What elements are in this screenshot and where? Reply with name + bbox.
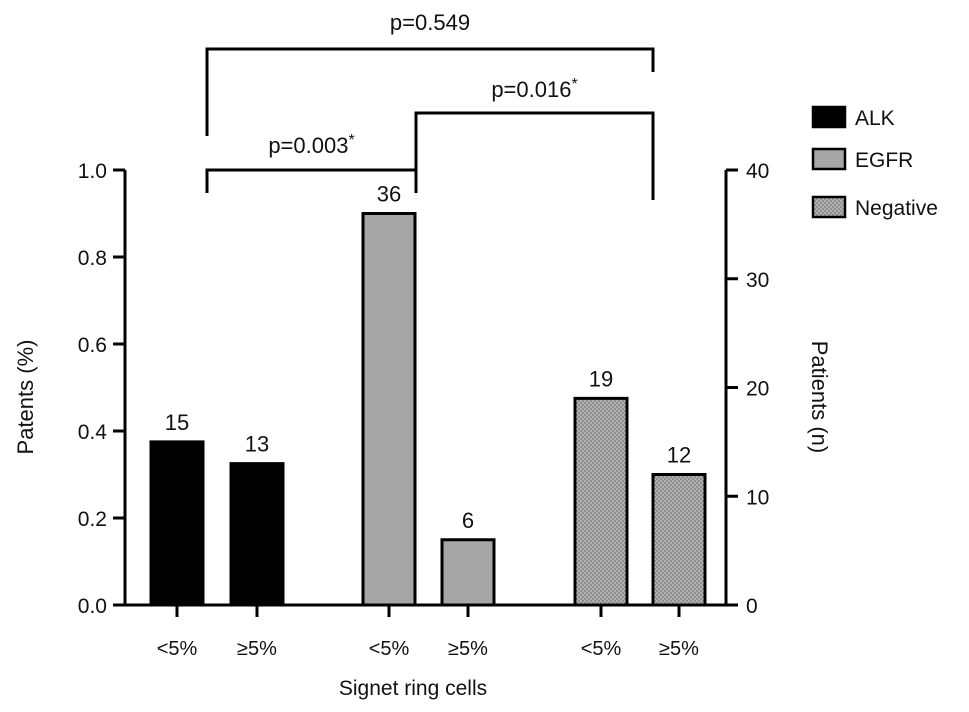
bar-value-label: 19 bbox=[589, 366, 613, 391]
category-label: ≥5% bbox=[659, 638, 699, 660]
right-y-tick-label: 20 bbox=[746, 378, 769, 401]
bar-value-label: 15 bbox=[165, 410, 189, 435]
legend-swatch-egfr bbox=[811, 147, 847, 171]
significance-asterisk: * bbox=[571, 76, 577, 93]
left-y-tick-label: 0.8 bbox=[78, 247, 107, 270]
right-y-tick-label: 30 bbox=[746, 269, 769, 292]
legend-swatch-negative bbox=[811, 195, 847, 219]
right-y-tick-label: 10 bbox=[746, 486, 769, 509]
x-axis-title: Signet ring cells bbox=[339, 677, 487, 700]
category-label: <5% bbox=[581, 638, 622, 660]
left-y-axis-title: Patents (%) bbox=[13, 340, 38, 455]
category-label: ≥5% bbox=[448, 638, 488, 660]
legend-label-negative: Negative bbox=[855, 197, 938, 220]
right-y-tick-label: 40 bbox=[746, 160, 769, 183]
left-y-tick-label: 0.2 bbox=[78, 508, 107, 531]
p-value-label: p=0.003* bbox=[268, 132, 354, 158]
bar-negative-lt5 bbox=[573, 396, 629, 607]
left-y-tick-label: 0.0 bbox=[78, 595, 107, 618]
significance-bracket bbox=[205, 47, 655, 136]
left-y-tick-label: 0.4 bbox=[78, 421, 108, 444]
legend-swatch-alk bbox=[811, 105, 847, 129]
category-label: ≥5% bbox=[237, 638, 277, 660]
right-y-tick-label: 0 bbox=[746, 595, 758, 618]
bar-value-label: 6 bbox=[462, 508, 474, 533]
bar-value-label: 13 bbox=[245, 432, 269, 457]
p-value-label: p=0.016* bbox=[491, 76, 577, 102]
category-label: <5% bbox=[157, 638, 198, 660]
bar-negative-ge5 bbox=[651, 473, 707, 607]
legend: ALK EGFR Negative bbox=[811, 105, 938, 220]
significance-bracket bbox=[414, 111, 655, 200]
left-y-tick-label: 0.6 bbox=[78, 334, 107, 357]
right-y-axis-title: Patients (n) bbox=[807, 341, 832, 454]
bar-value-label: 12 bbox=[667, 443, 691, 468]
bar-alk-lt5 bbox=[149, 440, 205, 607]
bar-value-label: 36 bbox=[377, 182, 401, 207]
left-y-tick-label: 1.0 bbox=[78, 160, 107, 183]
bar-alk-ge5 bbox=[229, 462, 285, 607]
significance-asterisk: * bbox=[348, 132, 354, 149]
legend-label-alk: ALK bbox=[855, 107, 895, 130]
significance-bracket bbox=[205, 168, 418, 193]
bar-egfr-ge5 bbox=[440, 538, 496, 607]
category-label: <5% bbox=[369, 638, 410, 660]
legend-label-egfr: EGFR bbox=[855, 149, 913, 172]
bar-egfr-lt5 bbox=[361, 212, 417, 607]
p-value-label: p=0.549 bbox=[390, 10, 470, 35]
